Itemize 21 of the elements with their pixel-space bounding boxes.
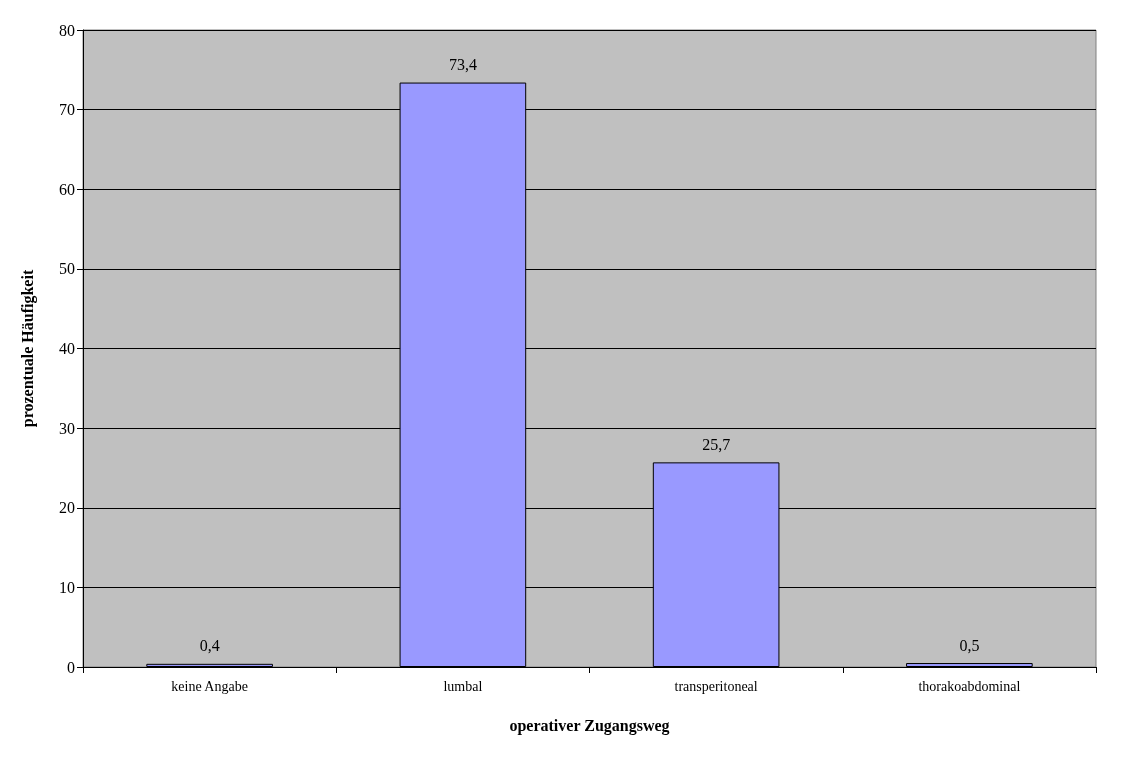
bar	[906, 663, 1033, 667]
x-tick-label: transperitoneal	[674, 678, 758, 694]
y-tick-label: 60	[59, 180, 75, 198]
y-axis-title: prozentuale Häufigkeit	[18, 269, 37, 428]
x-tick-label: keine Angabe	[171, 678, 248, 694]
data-label: 73,4	[448, 56, 477, 74]
y-tick-label: 20	[59, 499, 75, 517]
y-tick-label: 30	[59, 419, 75, 437]
y-tick-label: 50	[59, 260, 75, 278]
y-tick-label: 70	[59, 101, 75, 119]
y-tick-label: 80	[59, 21, 75, 39]
x-axis-title: operativer Zugangsweg	[509, 716, 670, 735]
data-label: 25,7	[702, 435, 731, 453]
data-label: 0,5	[959, 636, 980, 654]
x-tick-label: lumbal	[443, 678, 483, 694]
bar	[146, 663, 273, 667]
y-tick-label: 40	[59, 340, 75, 357]
y-tick-label: 0	[67, 658, 75, 676]
y-tick-label: 10	[59, 578, 75, 596]
x-tick-label: thorakoabdominal	[918, 678, 1021, 694]
data-label: 0,4	[199, 637, 220, 655]
